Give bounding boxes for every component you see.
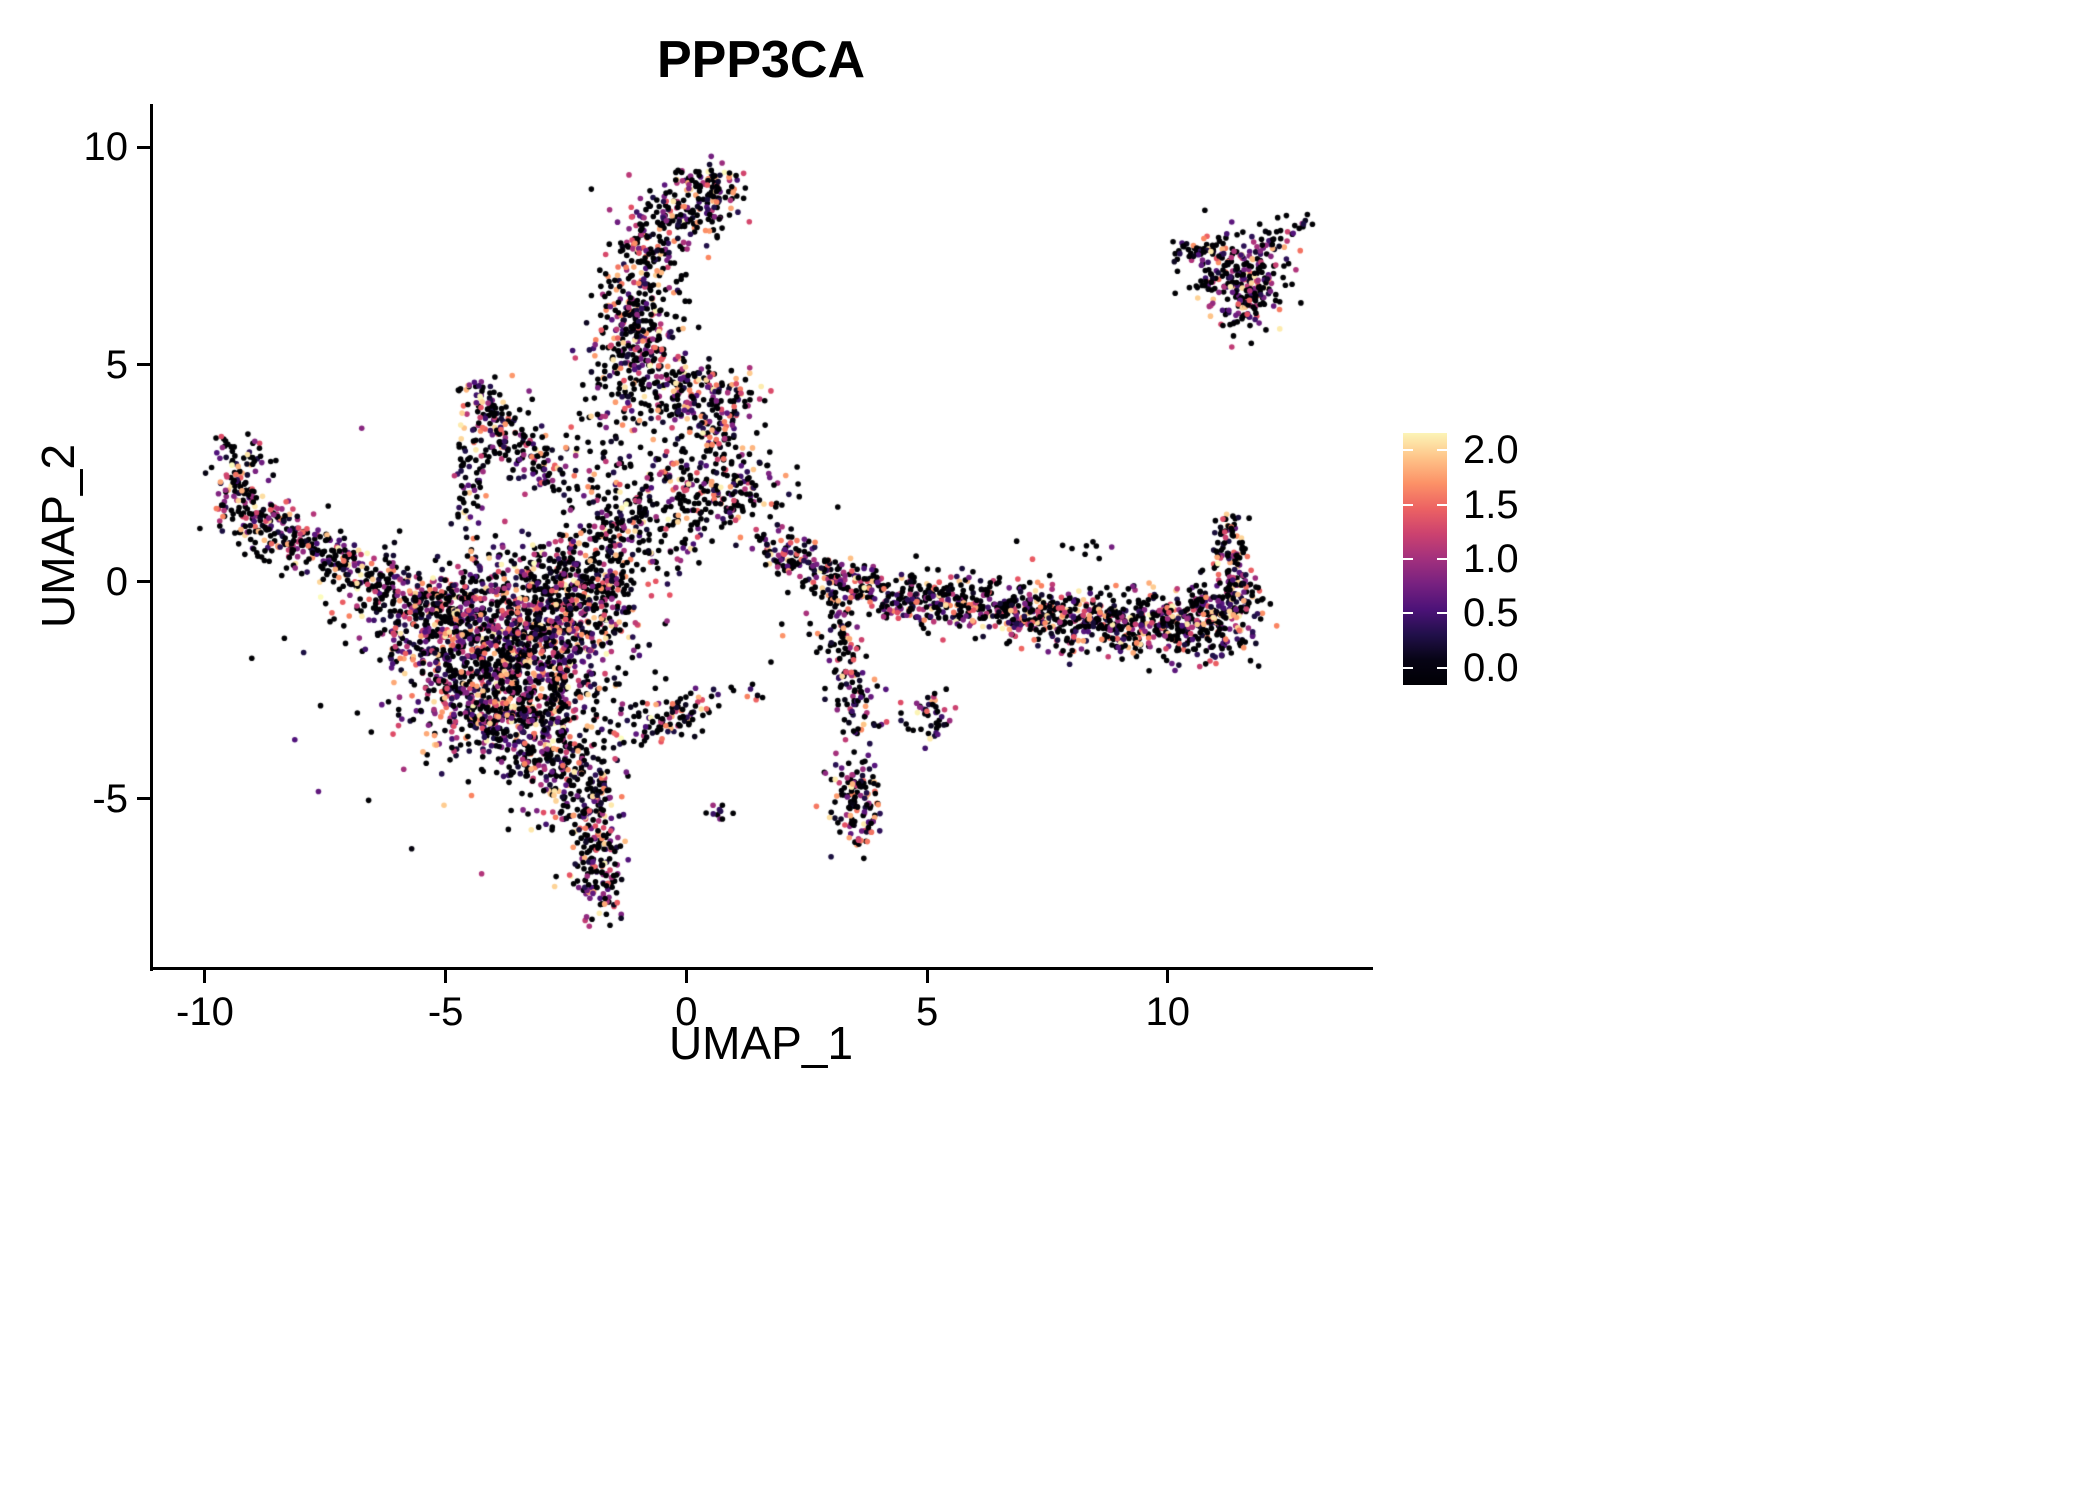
colorbar-tick bbox=[1403, 612, 1413, 615]
plot-title: PPP3CA bbox=[656, 31, 866, 89]
x-tick-mark bbox=[684, 970, 688, 983]
colorbar-tick-label: 0.5 bbox=[1463, 591, 1519, 636]
x-tick-label: 5 bbox=[915, 990, 939, 1034]
colorbar-tick bbox=[1403, 666, 1413, 669]
x-tick-label: 10 bbox=[1145, 990, 1191, 1034]
y-tick-mark bbox=[137, 145, 150, 149]
colorbar-tick bbox=[1403, 449, 1413, 452]
colorbar-tick bbox=[1437, 558, 1447, 560]
y-tick-mark bbox=[137, 580, 150, 584]
colorbar-tick bbox=[1403, 503, 1413, 506]
x-tick-mark bbox=[444, 970, 448, 983]
y-axis-line bbox=[150, 104, 153, 971]
x-tick-mark bbox=[203, 970, 207, 983]
colorbar-tick bbox=[1437, 666, 1447, 669]
colorbar-tick bbox=[1437, 503, 1447, 506]
x-axis-line bbox=[150, 967, 1373, 970]
colorbar-tick bbox=[1437, 612, 1447, 615]
colorbar-tick bbox=[1403, 558, 1413, 560]
x-tick-mark bbox=[1166, 970, 1170, 983]
x-tick-label: -5 bbox=[427, 990, 464, 1034]
colorbar-tick-label: 0.0 bbox=[1463, 645, 1519, 690]
x-tick-label: -10 bbox=[176, 990, 234, 1034]
colorbar-tick bbox=[1437, 449, 1447, 452]
colorbar-tick-label: 1.5 bbox=[1463, 482, 1519, 527]
y-tick-mark bbox=[137, 363, 150, 366]
y-tick-label: -5 bbox=[92, 776, 128, 821]
x-tick-mark bbox=[925, 970, 929, 983]
x-axis-title: UMAP_1 bbox=[668, 1017, 854, 1069]
y-tick-label: 0 bbox=[105, 559, 128, 604]
colorbar-tick-label: 2.0 bbox=[1463, 428, 1519, 473]
colorbar-tick-label: 1.0 bbox=[1463, 537, 1519, 581]
y-tick-label: 10 bbox=[83, 125, 129, 170]
y-tick-label: 5 bbox=[105, 342, 128, 387]
x-tick-label: 0 bbox=[675, 990, 698, 1034]
y-tick-mark bbox=[137, 797, 150, 801]
